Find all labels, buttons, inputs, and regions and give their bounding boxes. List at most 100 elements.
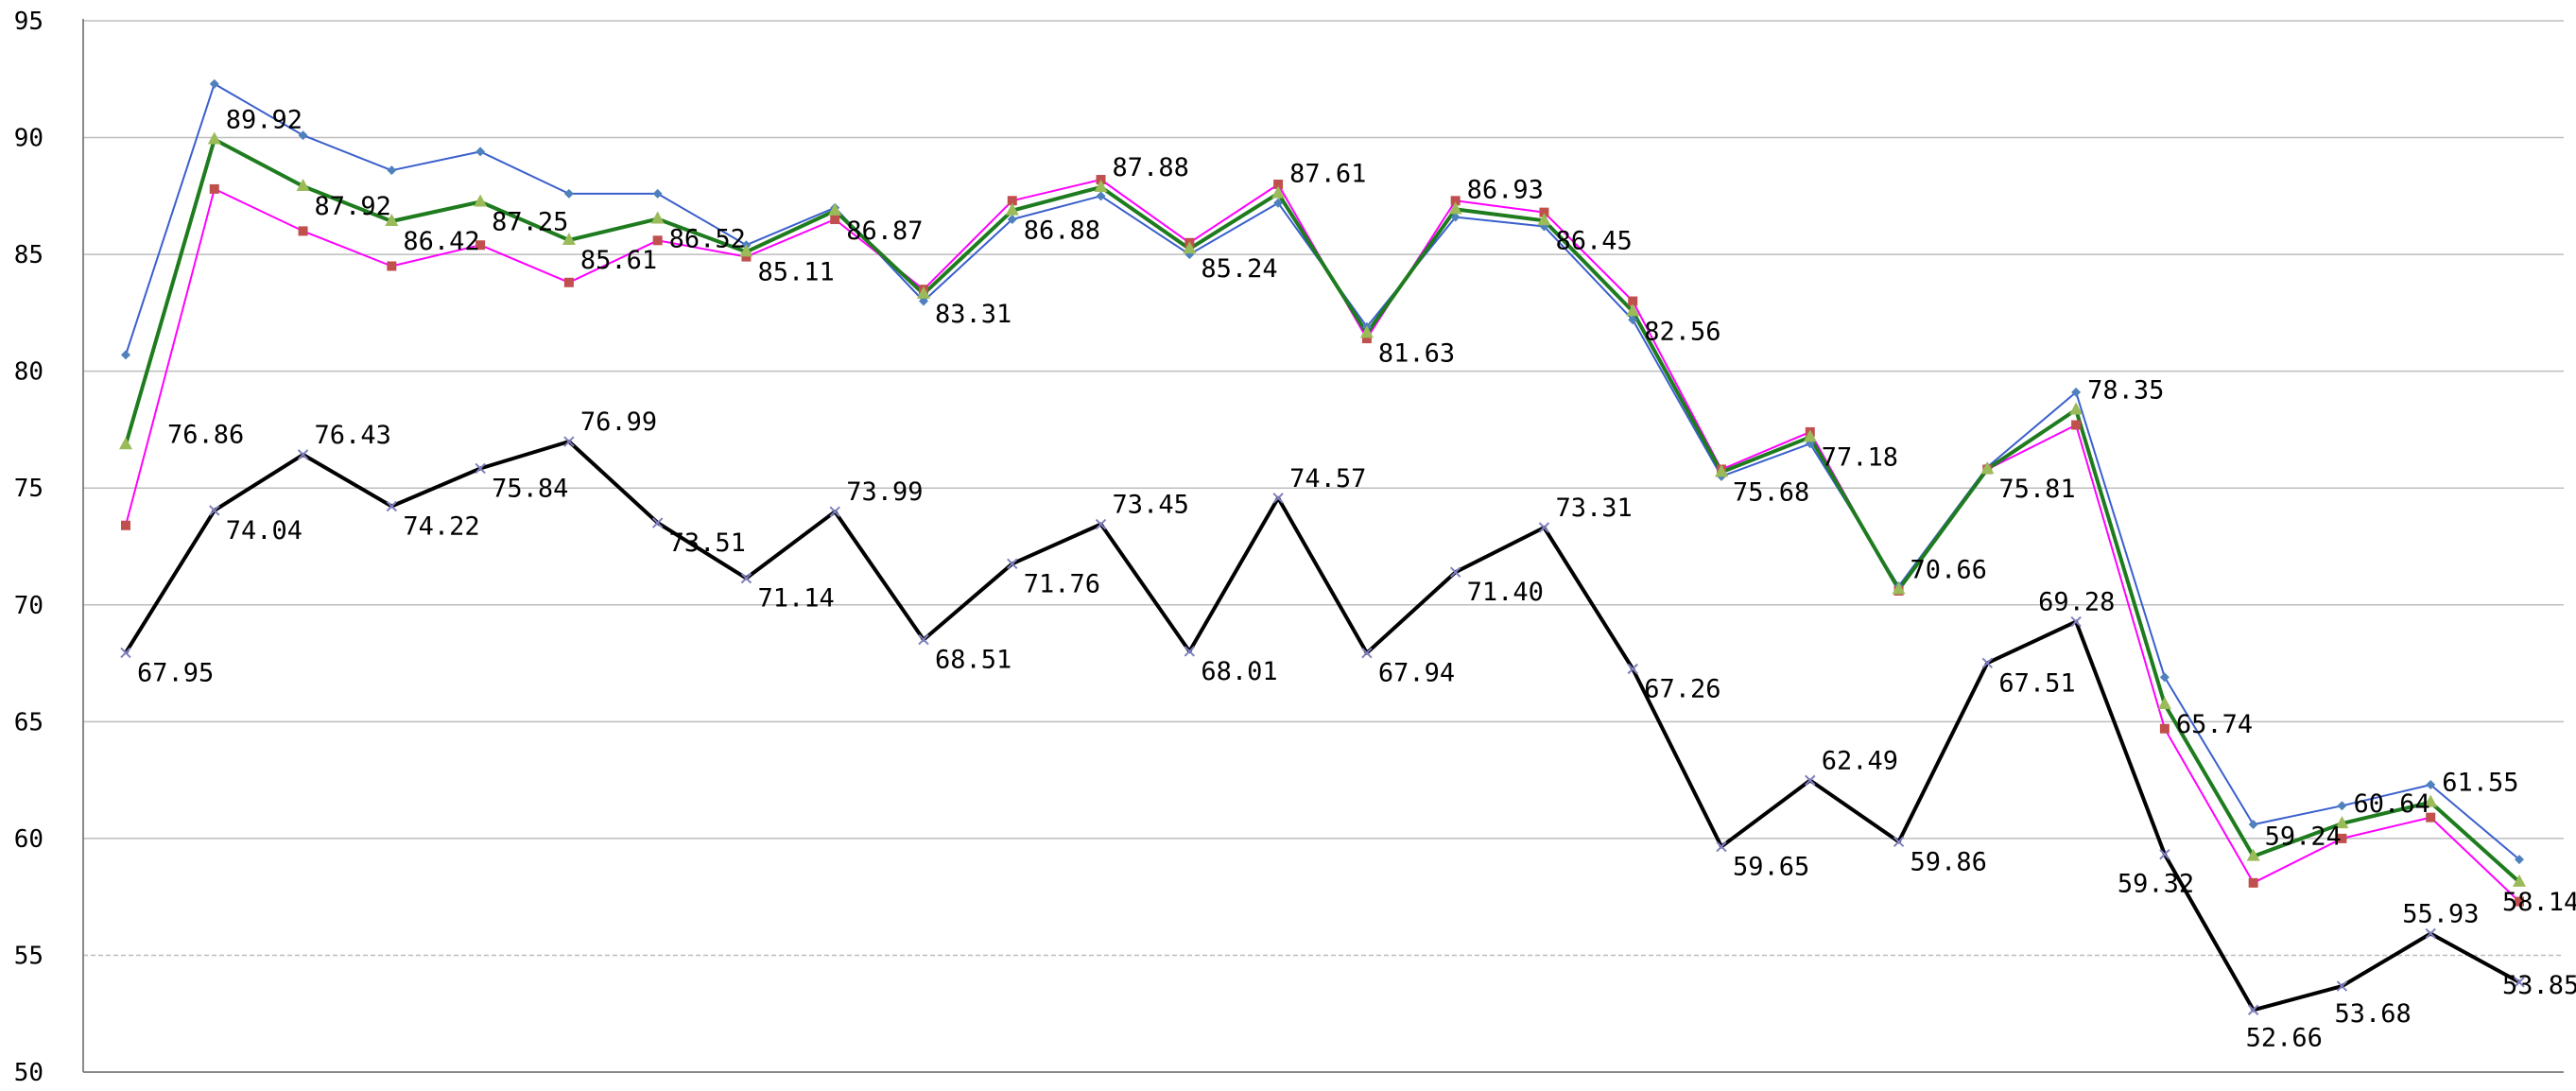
series-3-point (2513, 874, 2526, 887)
series-4-point (209, 505, 220, 516)
series-4-point (918, 633, 929, 646)
x-marker-stroke (1184, 646, 1196, 657)
series-3-point (1537, 213, 1551, 226)
data-label-green: 87.88 (1113, 153, 1189, 182)
x-marker-stroke (1095, 518, 1107, 530)
series-4-point (563, 436, 575, 447)
data-label-green: 82.56 (1644, 317, 1720, 346)
series-4-point (1981, 657, 1994, 669)
series-1-point (209, 78, 219, 89)
data-label-black: 69.28 (2038, 588, 2115, 617)
series-3-point (917, 286, 930, 299)
series-4-point (829, 506, 840, 517)
data-label-black: 55.93 (2402, 899, 2479, 928)
y-tick-label: 55 (14, 942, 43, 970)
data-label-black: 74.04 (226, 516, 303, 546)
data-label-black: 68.51 (935, 646, 1011, 675)
y-tick-label: 65 (14, 708, 43, 736)
data-label-green: 83.31 (935, 300, 1011, 329)
series-3-point (296, 178, 310, 191)
data-label-green: 87.92 (315, 192, 391, 221)
series-4-point (1893, 836, 1905, 848)
axis-layer: 50 55 60 65 70 75 80 85 90 95 (14, 8, 2564, 1087)
data-label-black: 62.49 (1822, 746, 1898, 775)
data-label-green: 85.24 (1201, 254, 1277, 284)
series-4-point (1007, 558, 1018, 569)
series-1-point (121, 350, 130, 360)
series-4-point (740, 572, 752, 584)
series-4-point (2159, 848, 2170, 860)
series-4-point (651, 517, 664, 528)
series-2-point (2426, 812, 2436, 823)
series-2-point (1450, 196, 1461, 206)
series-3-point (1271, 185, 1286, 199)
data-label-black: 76.43 (315, 421, 391, 450)
data-label-black: 75.84 (492, 474, 568, 503)
data-label-green: 78.35 (2087, 375, 2164, 405)
series-2-point (1007, 196, 1017, 206)
series-2-point (2159, 723, 2170, 734)
data-label-black: 73.99 (846, 477, 923, 507)
data-label-black: 73.51 (669, 528, 746, 558)
x-marker-stroke (2336, 980, 2348, 992)
x-marker-stroke (120, 647, 131, 659)
series-4-point (475, 462, 486, 475)
data-label-green: 65.74 (2176, 710, 2253, 739)
x-marker-stroke (2247, 1004, 2259, 1015)
data-label-green: 60.64 (2353, 789, 2429, 819)
x-marker-stroke (2070, 615, 2082, 628)
data-label-green: 59.24 (2265, 823, 2342, 852)
data-label-green: 77.18 (1822, 442, 1898, 472)
series-4-point (2425, 927, 2436, 940)
data-label-black: 74.22 (403, 511, 479, 541)
series-3-point (207, 131, 221, 145)
series-4-point (1095, 518, 1107, 530)
data-label-black: 52.66 (2246, 1023, 2323, 1052)
series-2-point (475, 240, 486, 251)
series-1-point (387, 165, 397, 176)
series-3-point (1715, 464, 1728, 477)
data-label-black: 68.01 (1201, 657, 1277, 686)
series-4-point (386, 500, 398, 512)
data-label-black: 76.99 (580, 407, 657, 437)
series-4-point (120, 647, 131, 659)
series-4-point (1627, 663, 1638, 675)
series-1-point (2159, 672, 2170, 683)
series-4-point (1361, 647, 1373, 659)
data-label-green: 89.92 (226, 106, 303, 135)
series-4-point (2514, 977, 2525, 988)
series-3-point (2335, 816, 2349, 829)
series-3-point (1626, 303, 1640, 317)
series-1-point (1007, 215, 1017, 225)
data-label-green: 70.66 (1910, 555, 1987, 584)
series-3-point (1980, 461, 1995, 475)
data-label-green: 86.88 (1024, 216, 1100, 246)
series-3-point (562, 233, 576, 246)
x-marker-stroke (2514, 977, 2525, 988)
x-marker-stroke (740, 572, 752, 584)
series-3-point (650, 211, 665, 224)
x-marker-stroke (563, 436, 575, 447)
series-1-point (2248, 820, 2258, 830)
x-marker-stroke (1981, 657, 1994, 669)
y-tick-label: 90 (14, 125, 43, 153)
data-label-green: 85.61 (580, 246, 657, 275)
x-marker-stroke (1449, 566, 1461, 578)
data-label-green: 86.45 (1555, 226, 1632, 255)
series-3-point (1094, 179, 1108, 192)
series-2-point (2337, 833, 2347, 843)
data-label-black: 67.95 (137, 658, 214, 687)
data-label-green: 61.55 (2442, 769, 2518, 798)
label-layer: 76.86 89.92 87.92 86.42 87.25 85.61 86.52 85.11… (137, 106, 2576, 1053)
data-label-green: 86.52 (669, 225, 746, 254)
series-1-point (1273, 198, 1284, 208)
series-1-point (298, 130, 308, 141)
data-label-black: 53.85 (2502, 971, 2576, 1000)
x-marker-stroke (2159, 848, 2170, 860)
x-marker-stroke (1272, 493, 1284, 504)
x-marker-stroke (1627, 663, 1638, 675)
series-2-point (2248, 877, 2258, 888)
x-marker-stroke (1361, 647, 1373, 659)
series-4-point (1272, 493, 1284, 504)
